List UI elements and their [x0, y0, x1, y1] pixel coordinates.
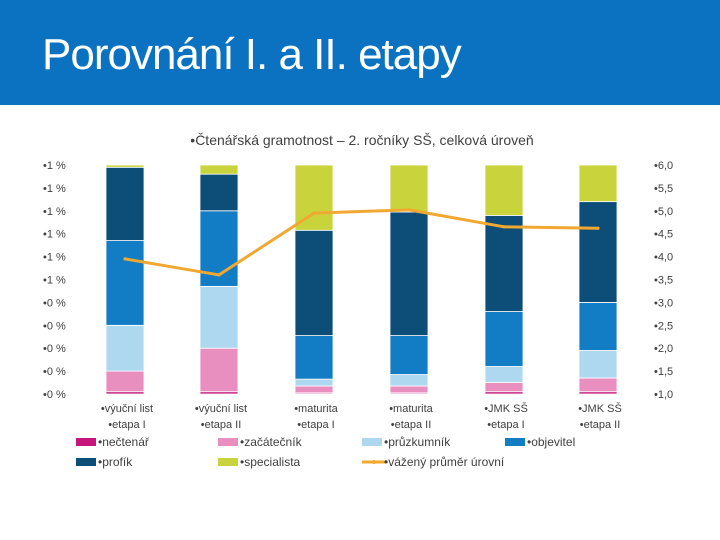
x-tick-label-line1: •maturita: [389, 403, 433, 415]
bar-segment: [484, 311, 524, 367]
bar-segment: [199, 285, 239, 349]
y-right-tick-label: •1,0: [654, 389, 673, 401]
legend-swatch: [505, 438, 525, 446]
page-title: Porovnání I. a II. etapy: [42, 30, 462, 79]
legend-label: •objevitel: [527, 435, 575, 449]
bar-segment: [484, 214, 524, 312]
bar-segment: [389, 164, 429, 213]
bar-segment: [294, 378, 334, 387]
bar-segment: [199, 347, 239, 393]
y-right-tick-label: •5,5: [654, 183, 673, 195]
bar-segment: [105, 370, 145, 393]
average-point: [312, 211, 316, 215]
legend-line-marker: [372, 460, 376, 464]
y-left-tick-label: •0 %: [43, 366, 66, 378]
y-left-tick-label: •1 %: [43, 160, 66, 172]
y-right-tick-label: •2,0: [654, 343, 673, 355]
bar-segment: [105, 164, 145, 168]
stacked-bar-chart: •Čtenářská gramotnost – 2. ročníky SŠ, c…: [43, 132, 673, 469]
x-tick-label-line2: •etapa I: [108, 419, 146, 431]
y-right-tick-label: •1,5: [654, 366, 673, 378]
legend-label: •průzkumník: [384, 435, 451, 449]
y-left-tick-label: •0 %: [43, 343, 66, 355]
legend-label: •nečtenář: [98, 435, 150, 449]
bar-segment: [578, 377, 618, 393]
bar-segment: [294, 229, 334, 337]
legend-swatch: [218, 458, 238, 466]
average-point: [217, 273, 221, 277]
x-tick-label-line1: •JMK SŠ: [484, 402, 528, 415]
bar-segment: [484, 366, 524, 383]
bar-segment: [105, 324, 145, 372]
bar-segment: [294, 335, 334, 380]
x-tick-label-line2: •etapa II: [391, 419, 432, 431]
bar-segment: [389, 385, 429, 394]
x-tick-label-line2: •etapa I: [297, 419, 335, 431]
x-tick-label-line1: •výuční list: [195, 403, 247, 415]
y-left-tick-label: •1 %: [43, 275, 66, 287]
bar-segment: [578, 350, 618, 379]
bar-segment: [578, 164, 618, 203]
y-left-tick-label: •0 %: [43, 320, 66, 332]
title-banner: Porovnání I. a II. etapy: [0, 0, 720, 105]
x-tick-label-line1: •výuční list: [101, 403, 153, 415]
chart-title: •Čtenářská gramotnost – 2. ročníky SŠ, c…: [190, 132, 533, 148]
legend-label: •profík: [98, 455, 133, 469]
y-right-tick-label: •4,5: [654, 229, 673, 241]
y-left-tick-label: •1 %: [43, 229, 66, 241]
legend-label: •specialista: [240, 455, 301, 469]
average-point: [502, 225, 506, 229]
average-point: [123, 257, 127, 261]
average-line: [124, 208, 599, 277]
average-point: [407, 208, 411, 212]
legend-swatch: [76, 438, 96, 446]
bar-segment: [294, 164, 334, 231]
legend-label: •začátečník: [240, 435, 303, 449]
bar-segment: [484, 164, 524, 216]
x-tick-label-line1: •JMK SŠ: [578, 402, 622, 415]
x-tick-label-line2: •etapa I: [487, 419, 525, 431]
y-left-tick-label: •0 %: [43, 389, 66, 401]
legend-swatch: [362, 438, 382, 446]
bar-segment: [578, 201, 618, 303]
bar-segment: [105, 166, 145, 241]
y-left-tick-label: •1 %: [43, 183, 66, 195]
legend-swatch: [76, 458, 96, 466]
y-right-tick-label: •4,0: [654, 252, 673, 264]
bar-segment: [578, 301, 618, 351]
x-tick-label-line2: •etapa II: [580, 419, 621, 431]
bar-segment: [389, 374, 429, 387]
bar-segment: [199, 164, 239, 175]
y-right-tick-label: •2,5: [654, 320, 673, 332]
bar-segment: [484, 382, 524, 393]
x-tick-label-line1: •maturita: [294, 403, 338, 415]
y-right-tick-label: •6,0: [654, 160, 673, 172]
bar-segment: [199, 173, 239, 212]
y-right-tick-label: •3,5: [654, 275, 673, 287]
y-left-tick-label: •1 %: [43, 252, 66, 264]
bar-segment: [294, 385, 334, 394]
x-tick-label-line2: •etapa II: [201, 419, 242, 431]
average-point: [596, 226, 600, 230]
legend-label: •vážený průměr úrovní: [384, 455, 505, 469]
y-left-tick-label: •1 %: [43, 206, 66, 218]
y-right-tick-label: •3,0: [654, 297, 673, 309]
y-right-tick-label: •5,0: [654, 206, 673, 218]
bar-segment: [389, 335, 429, 375]
y-left-tick-label: •0 %: [43, 297, 66, 309]
bar-segment: [105, 240, 145, 326]
bar-segment: [389, 211, 429, 337]
legend-swatch: [218, 438, 238, 446]
